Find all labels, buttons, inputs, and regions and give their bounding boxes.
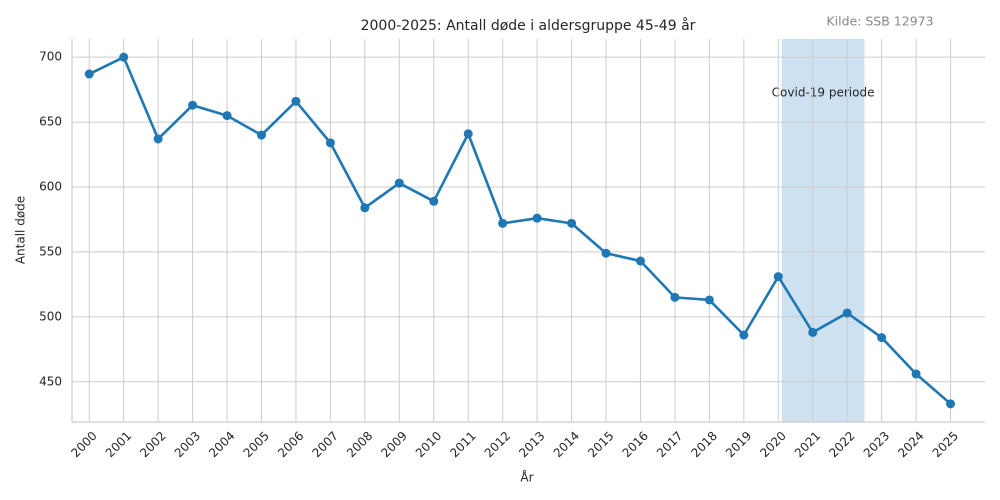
y-tick-label: 550 [39, 244, 62, 258]
data-point [739, 330, 749, 340]
data-point [773, 272, 783, 282]
x-tick-label: 2019 [723, 429, 754, 460]
x-tick-label: 2014 [551, 429, 582, 460]
x-tick-label: 2007 [309, 429, 340, 460]
y-axis-label: Antall døde [14, 196, 28, 264]
x-tick-label: 2021 [792, 429, 823, 460]
highlight-band [781, 39, 865, 422]
y-tick-label: 500 [39, 309, 62, 323]
x-tick-label: 2005 [241, 429, 272, 460]
data-point [360, 203, 370, 213]
data-point [911, 369, 921, 379]
data-point [222, 111, 232, 121]
x-tick-label: 2018 [688, 429, 719, 460]
x-tick-label: 2013 [516, 429, 547, 460]
highlight-label: Covid-19 periode [772, 86, 875, 100]
y-tick-label: 700 [39, 50, 62, 64]
data-point [498, 218, 508, 228]
data-point [635, 256, 645, 266]
x-tick-label: 2012 [482, 429, 513, 460]
x-tick-label: 2022 [826, 429, 857, 460]
data-point [394, 178, 404, 188]
x-tick-label: 2002 [137, 429, 168, 460]
data-point [256, 130, 266, 140]
x-tick-label: 2006 [275, 429, 306, 460]
data-point [601, 248, 611, 258]
x-tick-label: 2025 [930, 429, 961, 460]
x-tick-label: 2008 [344, 429, 375, 460]
x-tick-label: 2001 [103, 429, 134, 460]
x-tick-label: 2009 [378, 429, 409, 460]
x-tick-label: 2015 [585, 429, 616, 460]
data-point [877, 333, 887, 343]
data-point [670, 292, 680, 302]
data-line [88, 55, 952, 405]
source-note: Kilde: SSB 12973 [826, 14, 933, 29]
y-tick-label: 450 [39, 374, 62, 388]
data-point [84, 69, 94, 79]
x-tick-label: 2024 [895, 429, 926, 460]
x-tick-label: 2010 [413, 429, 444, 460]
data-point [946, 399, 956, 409]
y-tick-label: 650 [39, 115, 62, 129]
x-tick-label: 2003 [172, 429, 203, 460]
data-point [188, 100, 198, 110]
data-point [119, 52, 129, 62]
x-tick-label: 2011 [447, 429, 478, 460]
data-point [842, 308, 852, 318]
x-tick-label: 2023 [861, 429, 892, 460]
data-point [808, 327, 818, 337]
x-axis-label: År [520, 470, 533, 485]
x-tick-label: 2020 [757, 429, 788, 460]
data-point [704, 295, 714, 305]
data-point [532, 213, 542, 223]
x-tick-label: 2017 [654, 429, 685, 460]
data-point [463, 129, 473, 139]
data-point [429, 196, 439, 206]
y-tick-label: 600 [39, 180, 62, 194]
data-point [291, 96, 301, 106]
chart-title: 2000-2025: Antall døde i aldersgruppe 45… [361, 17, 696, 34]
data-point [153, 134, 163, 144]
x-tick-label: 2016 [620, 429, 651, 460]
data-point [325, 138, 335, 148]
x-tick-label: 2004 [206, 429, 237, 460]
x-tick-label: 2000 [68, 429, 99, 460]
data-point [567, 218, 577, 228]
